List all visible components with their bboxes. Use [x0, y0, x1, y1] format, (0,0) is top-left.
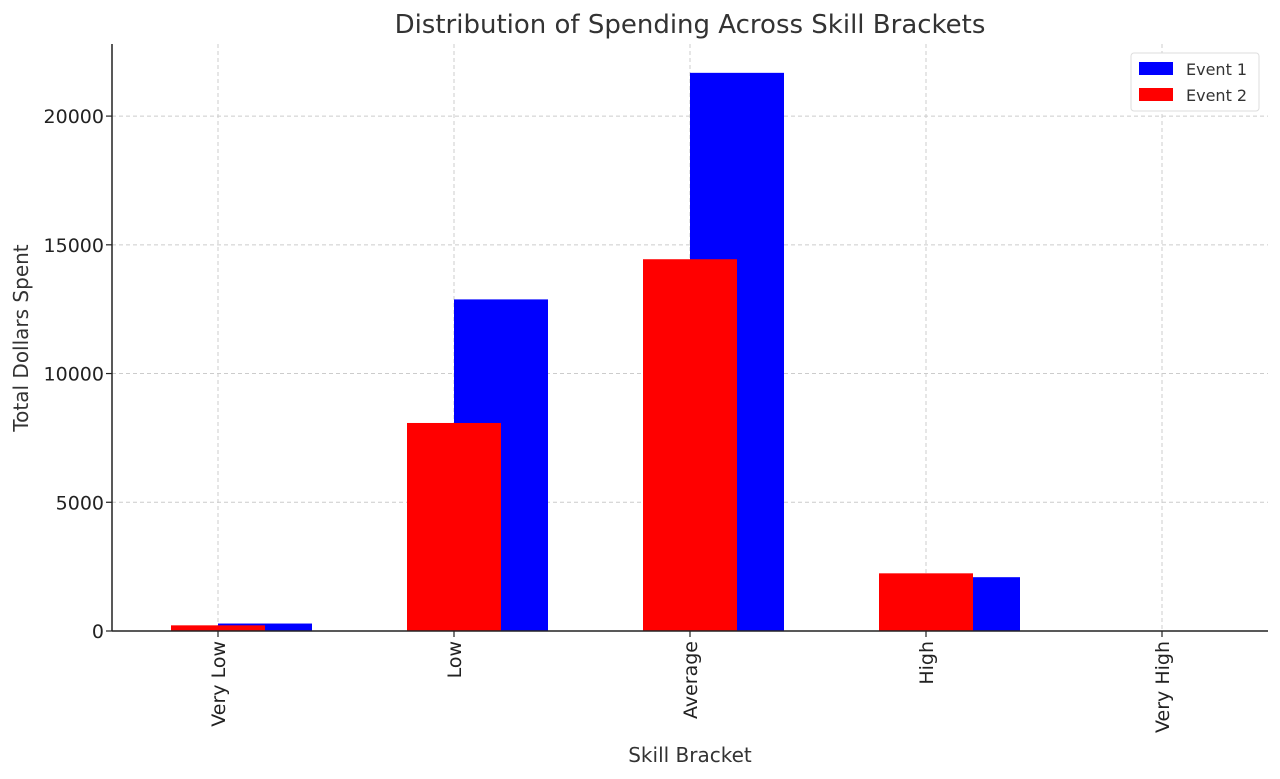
- tick-labels: 0 5000 10000 15000 20000 Very Low Low Average Hi…: [44, 106, 1174, 733]
- legend-swatch: [1139, 88, 1173, 101]
- y-axis-label: Total Dollars Spent: [9, 244, 33, 432]
- y-tick-label: 5000: [56, 492, 104, 514]
- bar-event-2: [879, 573, 973, 631]
- y-tick-label: 0: [92, 621, 104, 643]
- y-tick-label: 15000: [44, 235, 104, 257]
- legend-label: Event 1: [1186, 60, 1247, 79]
- bar-event-2: [171, 625, 265, 631]
- bar-event-2: [407, 422, 501, 631]
- legend: Event 1 Event 2: [1130, 52, 1260, 112]
- legend-swatch: [1139, 62, 1173, 75]
- x-tick-label: High: [916, 641, 938, 685]
- x-tick-label: Very Low: [208, 641, 230, 727]
- legend-label: Event 2: [1186, 86, 1247, 105]
- x-axis-label: Skill Bracket: [628, 743, 752, 767]
- y-tick-label: 20000: [44, 106, 104, 128]
- bars: [171, 72, 1020, 632]
- y-tick-label: 10000: [44, 364, 104, 386]
- bar-event-2: [643, 259, 737, 631]
- x-tick-label: Very High: [1152, 641, 1174, 733]
- axes: [106, 44, 1268, 637]
- x-tick-label: Average: [680, 641, 702, 719]
- chart-title: Distribution of Spending Across Skill Br…: [395, 10, 986, 40]
- x-tick-label: Low: [444, 641, 466, 678]
